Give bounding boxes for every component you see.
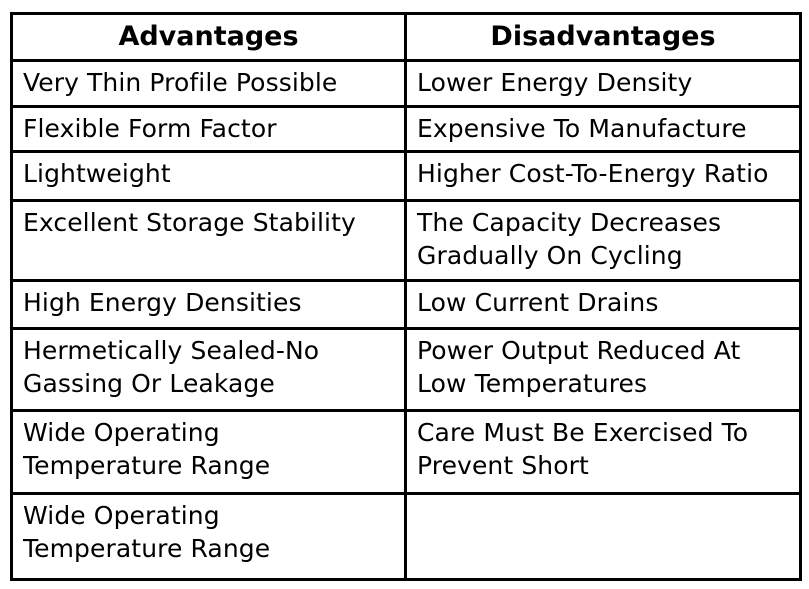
table-row: Wide Operating Temperature Range Care Mu… — [10, 409, 802, 495]
advantage-text: High Energy Densities — [23, 288, 302, 317]
disadvantage-text: The Capacity Decreases Gradually On Cycl… — [417, 208, 722, 270]
disadvantage-text — [409, 497, 798, 500]
disadvantage-text: Lower Energy Density — [417, 68, 693, 97]
disadvantage-cell: Expensive To Manufacture — [404, 105, 802, 153]
advantage-text: Wide Operating Temperature Range — [23, 418, 271, 480]
table-row: Flexible Form Factor Expensive To Manufa… — [10, 105, 802, 153]
table-row: Excellent Storage Stability The Capacity… — [10, 199, 802, 282]
advantage-text: Hermetically Sealed-No Gassing Or Leakag… — [23, 336, 320, 398]
header-advantages: Advantages — [10, 12, 407, 62]
header-disadvantages: Disadvantages — [404, 12, 802, 62]
advantage-text: Lightweight — [23, 159, 171, 188]
disadvantage-text: Care Must Be Exercised To Prevent Short — [417, 418, 749, 480]
table-row: Lightweight Higher Cost-To-Energy Ratio — [10, 150, 802, 202]
disadvantage-cell: Power Output Reduced At Low Temperatures — [404, 327, 802, 412]
table-row: High Energy Densities Low Current Drains — [10, 279, 802, 330]
advantage-cell: Lightweight — [10, 150, 407, 202]
disadvantage-text: Low Current Drains — [417, 288, 659, 317]
advantage-cell: Wide Operating Temperature Range — [10, 492, 407, 581]
disadvantage-text: Power Output Reduced At Low Temperatures — [417, 336, 741, 398]
disadvantage-cell: Higher Cost-To-Energy Ratio — [404, 150, 802, 202]
disadvantage-text: Higher Cost-To-Energy Ratio — [417, 159, 769, 188]
disadvantage-cell: Low Current Drains — [404, 279, 802, 330]
advantage-text: Wide Operating Temperature Range — [23, 501, 271, 563]
advantage-cell: Flexible Form Factor — [10, 105, 407, 153]
disadvantage-cell: The Capacity Decreases Gradually On Cycl… — [404, 199, 802, 282]
table-row: Very Thin Profile Possible Lower Energy … — [10, 59, 802, 108]
comparison-table: Advantages Disadvantages Very Thin Profi… — [10, 12, 802, 581]
disadvantage-text: Expensive To Manufacture — [417, 114, 747, 143]
header-row: Advantages Disadvantages — [10, 12, 802, 62]
disadvantage-cell — [404, 492, 802, 581]
table-row: Hermetically Sealed-No Gassing Or Leakag… — [10, 327, 802, 412]
disadvantage-cell: Lower Energy Density — [404, 59, 802, 108]
advantage-text: Very Thin Profile Possible — [23, 68, 338, 97]
table-row: Wide Operating Temperature Range — [10, 492, 802, 581]
advantage-cell: Very Thin Profile Possible — [10, 59, 407, 108]
advantage-text: Excellent Storage Stability — [23, 208, 356, 237]
advantage-cell: Hermetically Sealed-No Gassing Or Leakag… — [10, 327, 407, 412]
advantage-cell: Wide Operating Temperature Range — [10, 409, 407, 495]
advantage-cell: Excellent Storage Stability — [10, 199, 407, 282]
advantage-cell: High Energy Densities — [10, 279, 407, 330]
disadvantage-cell: Care Must Be Exercised To Prevent Short — [404, 409, 802, 495]
advantage-text: Flexible Form Factor — [23, 114, 277, 143]
